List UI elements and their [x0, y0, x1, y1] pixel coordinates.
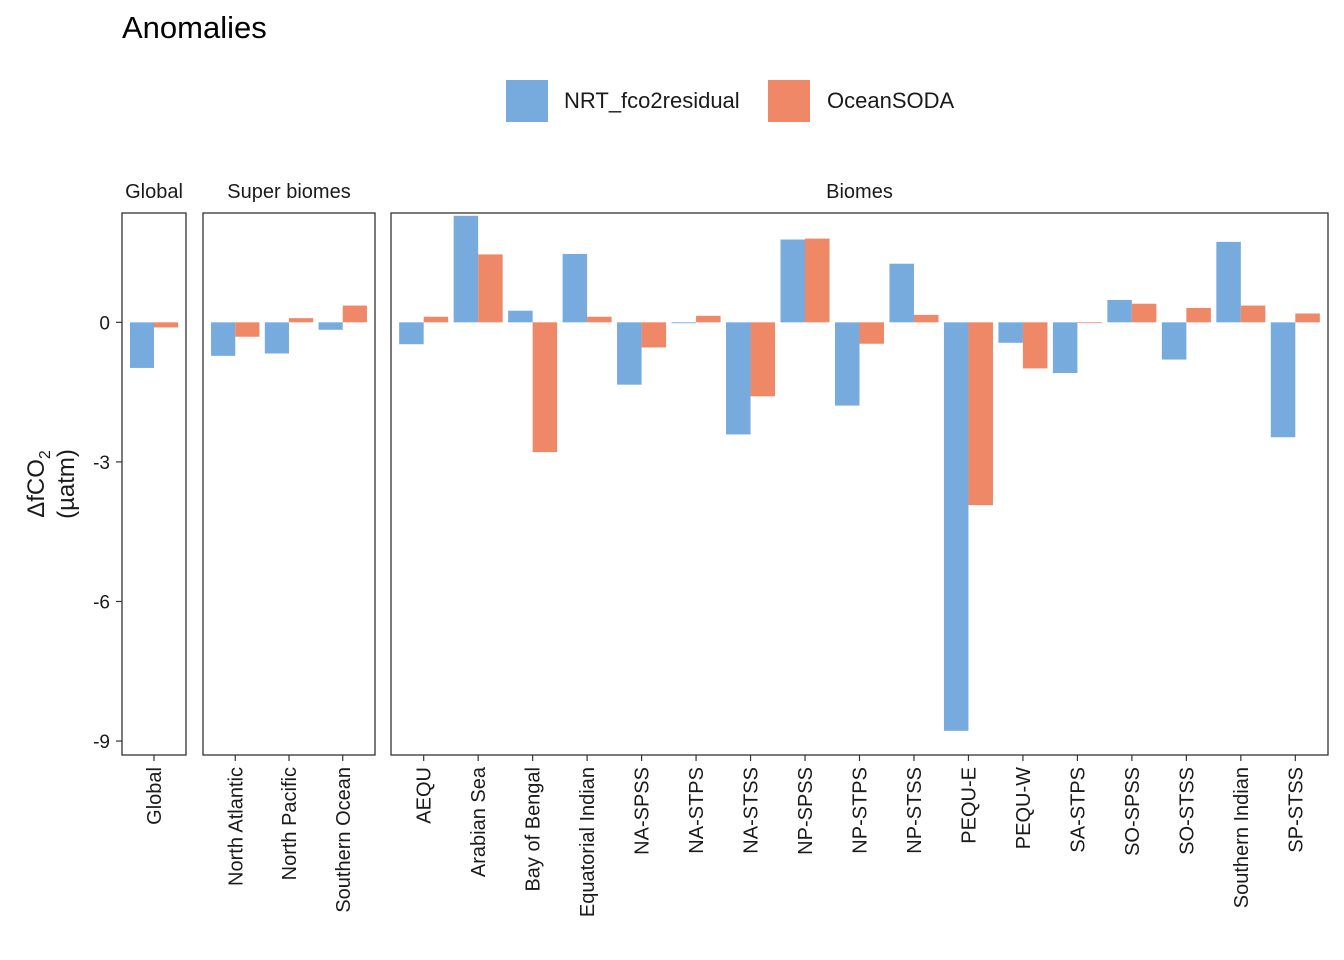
bar-oceansoda-equatorial-indian [587, 316, 612, 323]
bar-oceansoda-na-stps [696, 315, 721, 323]
x-tick-label-np-stps: NP-STPS [850, 767, 872, 854]
panel-strip-label: Biomes [826, 181, 893, 203]
y-axis-title: ΔfCO2 (µatm) [23, 449, 80, 519]
bar-nrt-fco2residual-equatorial-indian [562, 253, 588, 323]
x-tick-label-pequ-w: PEQU-W [1013, 767, 1035, 849]
x-tick-label-pequ-e: PEQU-E [958, 767, 980, 844]
bar-oceansoda-global [154, 322, 178, 328]
x-tick-label-aequ: AEQU [414, 767, 436, 824]
bar-oceansoda-so-spss [1131, 303, 1157, 323]
bar-nrt-fco2residual-na-stss [726, 322, 751, 435]
bar-oceansoda-so-stss [1186, 307, 1211, 323]
panel-border [202, 212, 376, 756]
bar-nrt-fco2residual-pequ-w [998, 322, 1023, 343]
legend-swatch-nrt [506, 80, 548, 122]
bar-nrt-fco2residual-north-pacific [264, 322, 289, 354]
panel-border [390, 212, 1329, 756]
bar-nrt-fco2residual-np-stps [834, 322, 860, 406]
bar-nrt-fco2residual-so-stss [1161, 322, 1187, 360]
chart-title: Anomalies [122, 10, 267, 45]
x-tick-label-arabian-sea: Arabian Sea [468, 766, 490, 877]
x-tick-label-southern-ocean: Southern Ocean [333, 767, 355, 913]
bar-nrt-fco2residual-global [130, 322, 154, 368]
bar-nrt-fco2residual-pequ-e [943, 322, 969, 731]
y-axis-title-line2: (µatm) [53, 449, 80, 519]
x-tick-label-global: Global [144, 767, 166, 825]
bar-oceansoda-np-spss [805, 238, 830, 323]
y-tick-label: -9 [93, 732, 110, 753]
bar-nrt-fco2residual-bay-of-bengal [508, 310, 533, 323]
legend-swatch-oceansoda [768, 80, 810, 122]
y-tick-label: 0 [99, 313, 110, 334]
x-tick-label-na-spss: NA-SPSS [632, 767, 654, 855]
y-axis-title-subscript: 2 [37, 450, 54, 459]
x-tick-label-so-stss: SO-STSS [1176, 767, 1198, 855]
y-axis-title-line1: ΔfCO2 [23, 450, 54, 518]
x-tick-label-bay-of-bengal: Bay of Bengal [523, 767, 545, 892]
x-tick-label-na-stss: NA-STSS [741, 767, 763, 854]
bar-nrt-fco2residual-arabian-sea [453, 215, 479, 323]
bar-nrt-fco2residual-np-spss [780, 239, 806, 323]
x-tick-label-north-atlantic: North Atlantic [225, 767, 247, 886]
bar-oceansoda-arabian-sea [478, 254, 503, 323]
bar-oceansoda-aequ [423, 316, 449, 323]
bar-oceansoda-north-atlantic [235, 322, 260, 337]
bar-oceansoda-sp-stss [1295, 313, 1320, 323]
bar-oceansoda-southern-indian [1240, 305, 1266, 323]
panel-strip-label: Super biomes [227, 181, 350, 203]
bar-nrt-fco2residual-sp-stss [1270, 322, 1296, 438]
x-tick-label-sp-stss: SP-STSS [1285, 767, 1307, 853]
bar-nrt-fco2residual-north-atlantic [211, 322, 236, 356]
bar-oceansoda-bay-of-bengal [532, 322, 558, 453]
x-tick-label-np-stss: NP-STSS [904, 767, 926, 854]
x-tick-label-sa-stps: SA-STPS [1067, 767, 1089, 853]
x-tick-label-so-spss: SO-SPSS [1122, 767, 1144, 856]
bar-oceansoda-pequ-w [1022, 322, 1048, 369]
x-tick-label-north-pacific: North Pacific [279, 767, 301, 880]
panel-border [121, 212, 187, 756]
bar-nrt-fco2residual-na-spss [617, 322, 642, 385]
x-tick-label-na-stps: NA-STPS [686, 767, 708, 854]
bar-nrt-fco2residual-np-stss [889, 263, 914, 323]
bar-oceansoda-na-spss [641, 322, 667, 348]
bar-oceansoda-north-pacific [289, 318, 314, 323]
x-tick-label-southern-indian: Southern Indian [1231, 767, 1253, 908]
y-tick-label: -3 [93, 453, 110, 474]
bar-nrt-fco2residual-aequ [399, 322, 424, 345]
bar-nrt-fco2residual-so-spss [1107, 299, 1132, 323]
y-axis-title-main: ΔfCO [23, 459, 50, 518]
bar-oceansoda-pequ-e [968, 322, 993, 506]
legend-label-nrt: NRT_fco2residual [564, 88, 740, 113]
bar-oceansoda-southern-ocean [342, 305, 367, 323]
bar-nrt-fco2residual-na-stps [671, 322, 697, 324]
bar-oceansoda-np-stss [913, 314, 939, 323]
bar-nrt-fco2residual-southern-ocean [318, 322, 343, 330]
bar-nrt-fco2residual-southern-indian [1216, 241, 1241, 323]
bar-nrt-fco2residual-sa-stps [1052, 322, 1078, 374]
bar-oceansoda-np-stps [859, 322, 885, 344]
y-tick-label: -6 [93, 592, 110, 613]
legend-label-oceansoda: OceanSODA [827, 88, 955, 113]
bar-oceansoda-na-stss [750, 322, 776, 397]
bar-oceansoda-sa-stps [1077, 322, 1102, 324]
panel-strip-label: Global [125, 181, 183, 203]
x-tick-label-np-spss: NP-SPSS [795, 767, 817, 855]
x-tick-label-equatorial-indian: Equatorial Indian [577, 767, 599, 917]
